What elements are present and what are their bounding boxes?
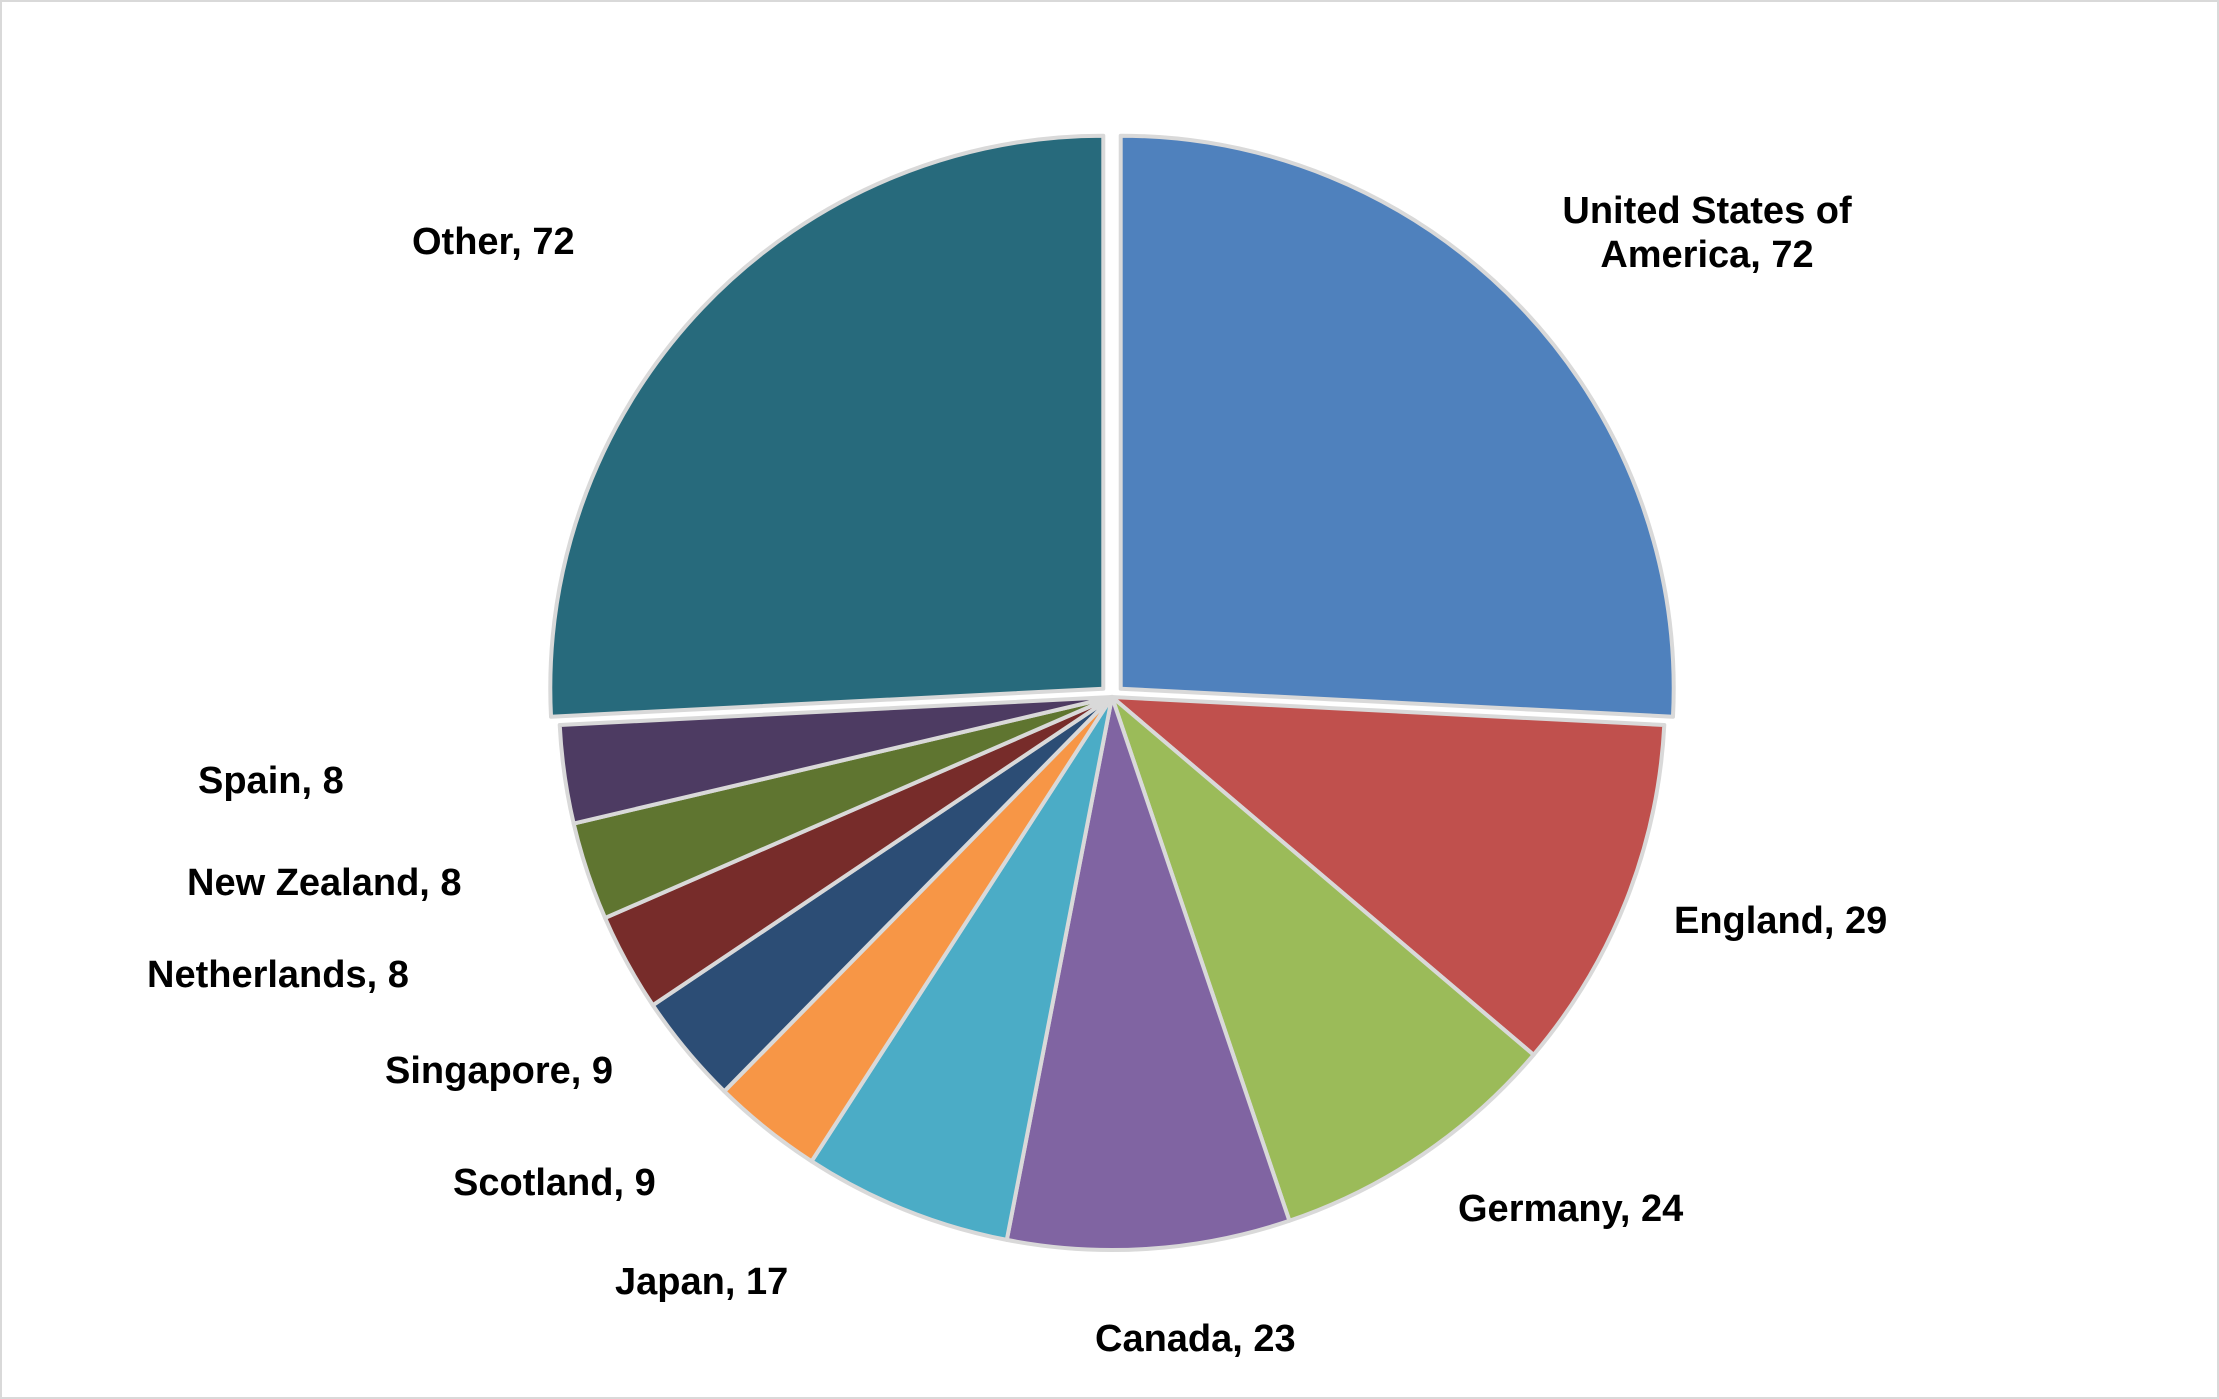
pie-slice-japan — [809, 695, 1114, 1242]
pie-slice-england — [1110, 695, 1667, 1057]
data-label-scotland: Scotland, 9 — [453, 1162, 656, 1204]
data-label-united-states-of-america: United States of America, 72 — [1562, 190, 1852, 276]
data-label-other: Other, 72 — [412, 221, 575, 263]
pie-slices — [548, 133, 1676, 1252]
slice-labels: United States of America, 72 England, 29 Ge… — [147, 190, 1887, 1360]
data-label-new-zealand: New Zealand, 8 — [187, 862, 462, 904]
data-label-germany: Germany, 24 — [1458, 1188, 1683, 1230]
data-label-spain: Spain, 8 — [198, 760, 344, 802]
pie-slice-germany — [1110, 695, 1536, 1223]
pie-slice-united-states-of-america — [1118, 133, 1676, 719]
data-label-singapore: Singapore, 9 — [385, 1050, 613, 1092]
pie-slice-other — [548, 133, 1106, 719]
pie-slice-canada — [1004, 695, 1292, 1252]
data-label-netherlands: Netherlands, 8 — [147, 954, 409, 996]
data-label-england: England, 29 — [1674, 900, 1887, 942]
data-label-japan: Japan, 17 — [615, 1261, 788, 1303]
data-label-canada: Canada, 23 — [1095, 1318, 1296, 1360]
pie-slice-spain — [557, 695, 1114, 826]
